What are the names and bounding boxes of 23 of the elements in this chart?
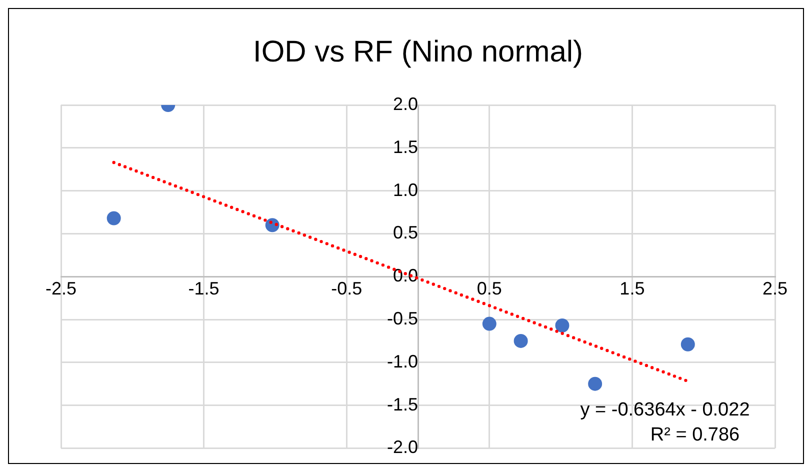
x-tick-label: 2.5 [762, 278, 788, 298]
y-tick-label: 1.5 [392, 136, 418, 157]
y-tick-label: 1.0 [392, 180, 418, 200]
annotation: y = -0.6364x - 0.022 [580, 399, 750, 420]
y-tick-label: 2.0 [392, 94, 418, 114]
point [106, 211, 121, 226]
x-tick-label: -2.5 [45, 278, 77, 298]
point [514, 334, 528, 348]
point [555, 318, 570, 333]
y-tick-label: -1.5 [386, 394, 418, 414]
y-tick-label: -0.5 [386, 308, 418, 328]
x-tick-label: 0.5 [476, 278, 502, 298]
y-tick-label: 0.5 [392, 222, 418, 243]
y-tick-label: -1.0 [386, 351, 418, 372]
point [680, 337, 695, 352]
annotation: R² = 0.786 [650, 424, 740, 446]
x-tick-label: -0.5 [331, 278, 362, 298]
point [588, 376, 602, 391]
chart-title: IOD vs RF (Nino normal) [252, 35, 584, 68]
x-tick-label: -1.5 [188, 278, 220, 298]
x-tick-label: 1.5 [620, 278, 645, 298]
point [482, 316, 496, 331]
y-tick-label: -2.0 [386, 437, 418, 458]
